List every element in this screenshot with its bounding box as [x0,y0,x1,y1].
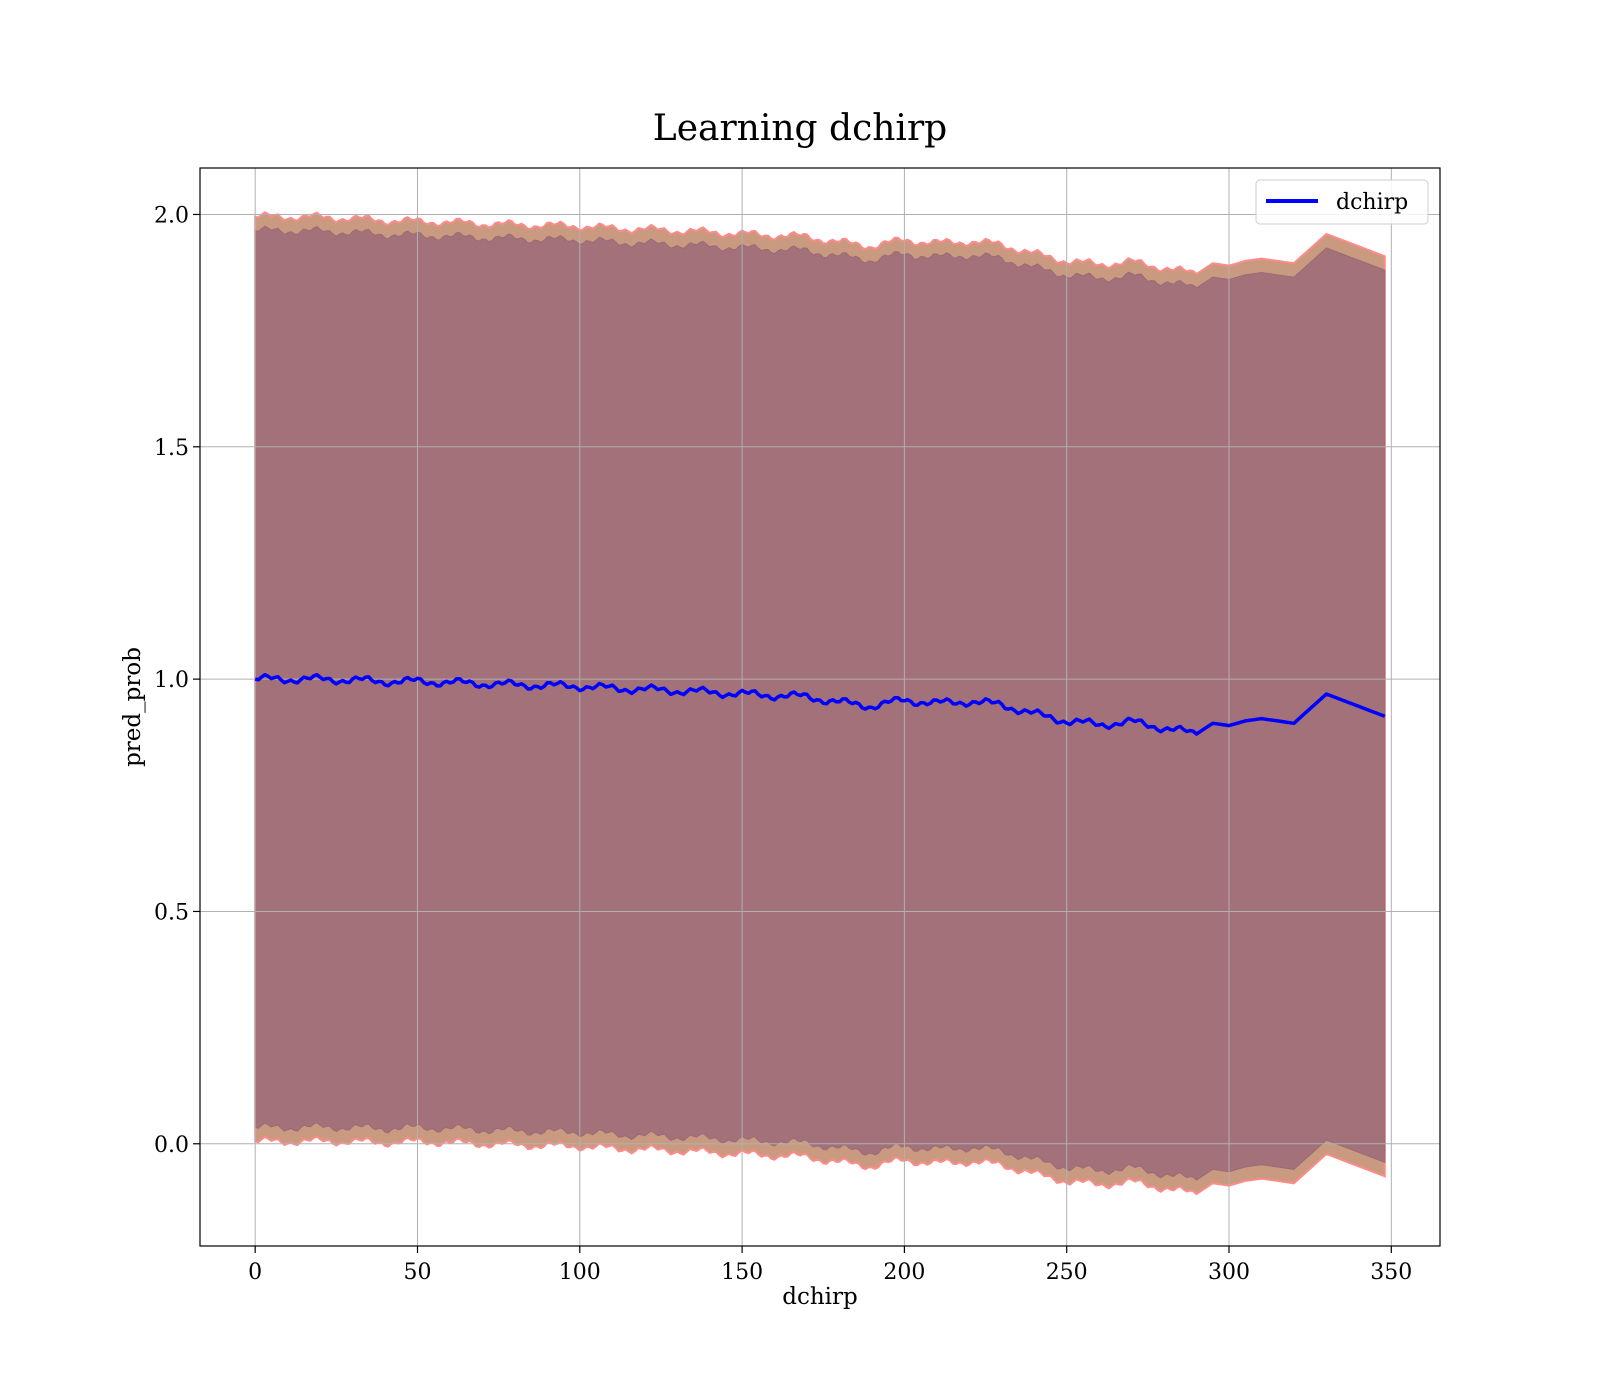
series-lines [254,672,1386,736]
y-tick-label: 1.5 [154,436,189,461]
x-tick-label: 250 [1046,1260,1088,1285]
x-tick-label: 300 [1208,1260,1250,1285]
series-line-dchirp [254,672,1386,736]
y-tick-label: 1.0 [154,668,189,693]
y-tick-label: 2.0 [154,203,189,228]
chart-title: Learning dchirp [653,108,947,149]
plot-area [199,167,1441,1247]
inner-confidence-band [254,225,1386,1181]
x-tick-label: 100 [559,1260,601,1285]
confidence-bands [254,211,1386,1196]
x-tick-label: 50 [403,1260,431,1285]
x-tick-label: 200 [883,1260,925,1285]
x-tick-label: 150 [721,1260,763,1285]
x-axis-ticks: 0 50 100 150 200 250 300 350 [248,1246,1412,1285]
y-axis-ticks: 0.0 0.5 1.0 1.5 2.0 [154,203,200,1158]
legend-label: dchirp [1336,190,1408,215]
x-tick-label: 350 [1370,1260,1412,1285]
y-tick-label: 0.5 [154,900,189,925]
y-axis-label: pred_prob [120,647,146,767]
x-axis-label: dchirp [782,1284,858,1310]
y-tick-label: 0.0 [154,1133,189,1158]
plot-frame [199,167,1441,1247]
grid-lines [200,168,1440,1246]
legend-box [1255,179,1429,225]
x-tick-label: 0 [248,1260,262,1285]
legend: dchirp [1255,179,1429,225]
